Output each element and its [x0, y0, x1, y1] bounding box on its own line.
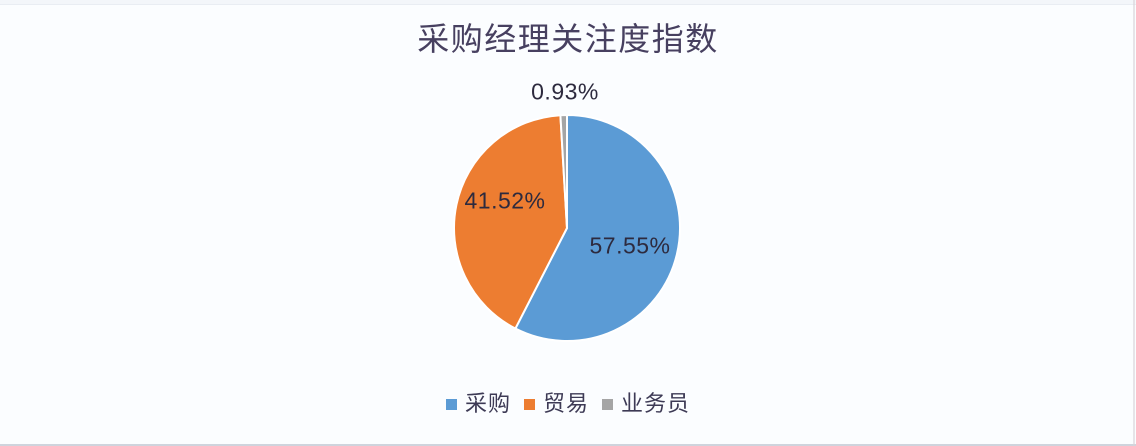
legend-label-yewuyuan: 业务员	[621, 391, 691, 416]
legend-item-maoyi[interactable]: 贸易	[523, 391, 589, 417]
pie-chart	[453, 113, 681, 342]
chart-legend: 采购 贸易 业务员	[0, 391, 1136, 417]
data-label-yewuyuan: 0.93%	[531, 78, 599, 105]
pie-slice-maoyi[interactable]	[453, 114, 568, 330]
legend-label-caigou: 采购	[464, 391, 511, 416]
chart-title: 采购经理关注度指数	[417, 21, 719, 57]
data-label-maoyi: 41.52%	[464, 187, 546, 214]
pie-slice-caigou[interactable]	[514, 114, 681, 342]
legend-swatch-orange-icon	[523, 398, 535, 410]
top-edge-line	[0, 0, 1136, 5]
right-edge-line	[1133, 0, 1135, 446]
legend-item-caigou[interactable]: 采购	[445, 391, 511, 417]
pie-slice-yewuyuan[interactable]	[559, 113, 568, 229]
legend-label-maoyi: 贸易	[542, 391, 589, 416]
legend-swatch-gray-icon	[602, 398, 613, 410]
legend-item-yewuyuan[interactable]: 业务员	[602, 391, 690, 417]
legend-swatch-blue-icon	[445, 398, 457, 410]
bottom-edge-line	[0, 444, 1136, 446]
data-label-caigou: 57.55%	[589, 232, 671, 259]
pie-plot-area: 57.55% 41.52% 0.93%	[427, 79, 707, 368]
